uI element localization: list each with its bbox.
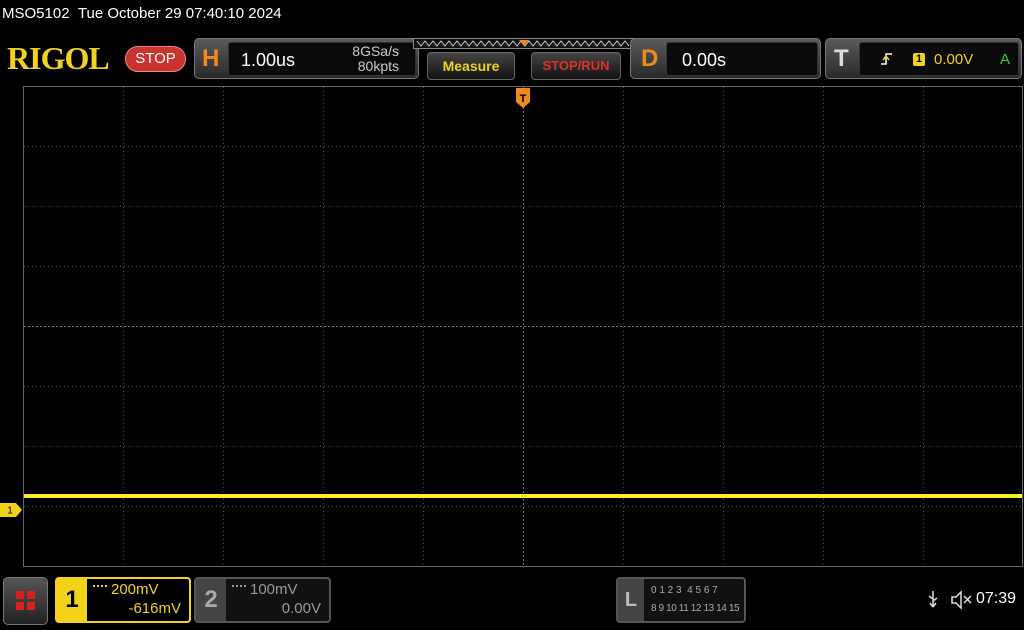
run-state[interactable]: STOP xyxy=(125,46,186,72)
ch1-offset-marker[interactable] xyxy=(0,503,22,517)
trigger-source: 1 xyxy=(913,53,925,66)
usb-icon xyxy=(928,591,938,608)
brand: RIGOL xyxy=(7,40,110,76)
trigger-mode: A xyxy=(1000,51,1011,68)
delay-panel[interactable]: D 0.00s xyxy=(630,38,821,79)
datetime: Tue October 29 07:40:10 2024 xyxy=(77,5,282,22)
timebase: 1.00us xyxy=(241,50,296,70)
stop-run-button[interactable]: STOP/RUN xyxy=(531,52,621,80)
ch1-offset: -616mV xyxy=(128,600,181,617)
status-icons xyxy=(928,590,972,610)
trigger-values: 1 0.00V A xyxy=(859,42,1019,76)
speaker-icon xyxy=(951,590,962,610)
edge-icon xyxy=(881,53,892,65)
horizontal-panel[interactable]: H 1.00us 8GSa/s 80kpts xyxy=(194,38,419,79)
logic-row-1: 0 1 2 3 4 5 6 7 xyxy=(651,585,718,596)
ch2-coupling xyxy=(232,585,246,587)
memory-overview xyxy=(413,38,635,49)
model: MSO5102 xyxy=(2,5,70,22)
sample-rate: 8GSa/s xyxy=(352,43,399,59)
ch2-offset: 0.00V xyxy=(281,600,321,617)
status-bar: MSO5102 Tue October 29 07:40:10 2024 xyxy=(2,5,282,22)
trigger-panel[interactable]: T 1 0.00V A xyxy=(825,38,1022,79)
measure-button[interactable]: Measure xyxy=(427,52,515,80)
ch2-panel[interactable]: 2 100mV 0.00V xyxy=(194,577,331,623)
mute-icon xyxy=(963,595,972,604)
clock: 07:39 xyxy=(976,590,1017,607)
ch1-marker-text: 1 xyxy=(7,506,13,517)
delay-values: 0.00s xyxy=(666,42,818,76)
trigger-label: T xyxy=(834,45,849,72)
trigger-position-marker[interactable] xyxy=(516,88,530,108)
ch2-scale: 100mV xyxy=(250,581,298,598)
logic-label: L xyxy=(618,579,644,621)
menu-button[interactable] xyxy=(3,577,48,625)
trigger-level: 0.00V xyxy=(934,51,974,68)
waveform-area: T 1 xyxy=(0,86,1023,567)
delay-label: D xyxy=(641,45,659,72)
menu-icon xyxy=(16,591,35,610)
ch1-panel[interactable]: 1 200mV -616mV xyxy=(55,577,191,623)
ch1-scale: 200mV xyxy=(111,581,159,598)
ch2-number: 2 xyxy=(196,579,226,621)
trigger-marker-text: T xyxy=(520,93,527,105)
horizontal-values: 1.00us 8GSa/s 80kpts xyxy=(228,42,416,76)
logic-row-2: 8 9 10 11 12 13 14 15 xyxy=(651,603,740,614)
overview-pointer xyxy=(519,40,529,46)
delay-value: 0.00s xyxy=(682,50,727,70)
memory-depth: 80kpts xyxy=(357,58,399,74)
ch1-coupling xyxy=(93,585,107,587)
logic-panel[interactable]: L 0 1 2 3 4 5 6 7 8 9 10 11 12 13 14 15 xyxy=(616,577,746,623)
acq-info: 8GSa/s 80kpts xyxy=(352,44,399,74)
horizontal-label: H xyxy=(202,45,220,72)
ch1-number: 1 xyxy=(57,579,87,621)
